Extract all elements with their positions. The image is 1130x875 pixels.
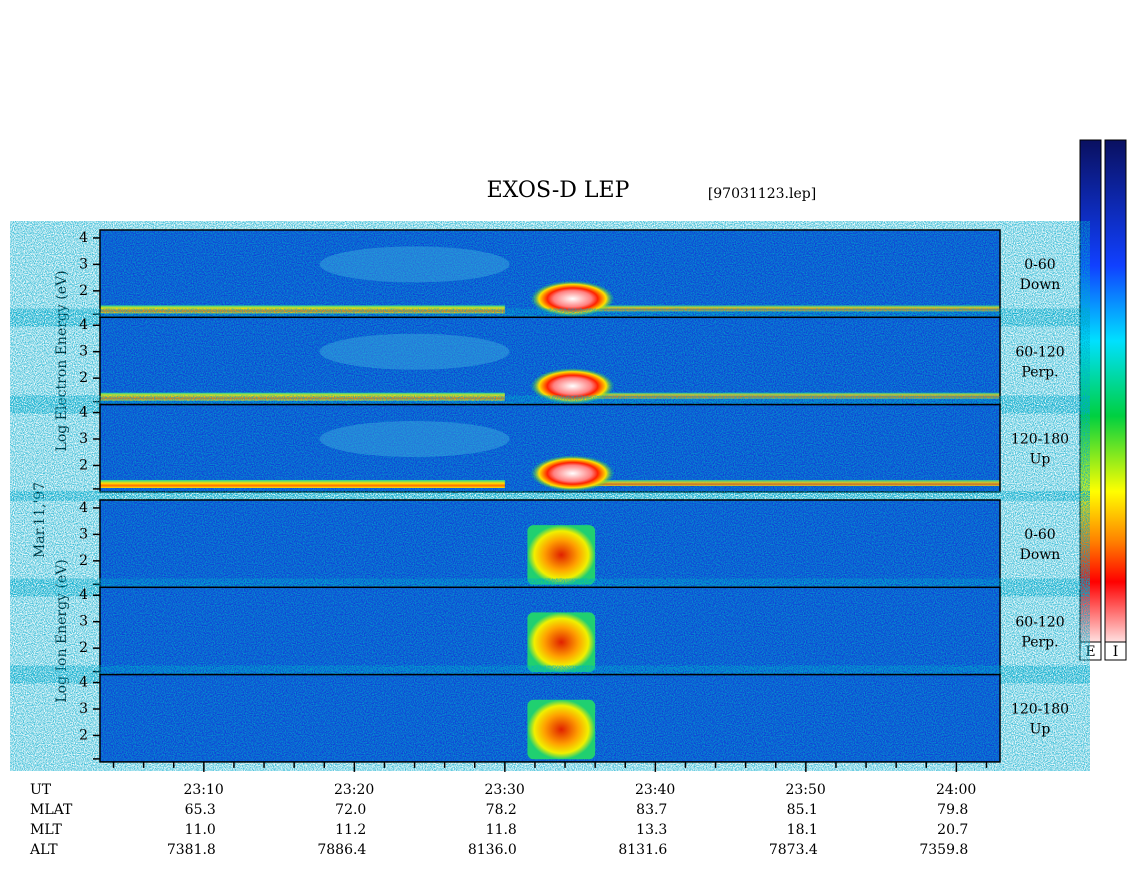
y-tick-label: 2: [79, 553, 88, 569]
x-tick-label: 23:40: [635, 782, 675, 798]
ephemeris-name: UT: [30, 782, 52, 798]
ephemeris-value: 13.3: [636, 822, 667, 838]
panel-label: 0-60: [1024, 257, 1055, 273]
ephemeris-value: 79.8: [937, 802, 968, 818]
spectrogram-feature: [319, 333, 510, 370]
y-tick-label: 3: [79, 256, 88, 272]
ephemeris-value: 83.7: [636, 802, 667, 818]
ephemeris-value: 7873.4: [769, 842, 818, 858]
x-tick-label: 23:20: [334, 782, 374, 798]
ephemeris-value: 20.7: [937, 822, 968, 838]
x-tick-label: 23:50: [785, 782, 825, 798]
ephemeris-value: 11.0: [185, 822, 216, 838]
y-tick-label: 2: [79, 640, 88, 656]
y-tick-label: 3: [79, 701, 88, 717]
x-tick-label: 23:30: [484, 782, 524, 798]
y-tick-label: 4: [79, 405, 88, 421]
chart-title: EXOS-D LEP: [487, 178, 630, 203]
colorbar: [1104, 139, 1127, 643]
ephemeris-value: 85.1: [787, 802, 818, 818]
spectrogram-feature: [527, 699, 596, 760]
spectrogram-feature: [319, 420, 510, 457]
spectrogram-feature: [530, 368, 615, 405]
ephemeris-value: 8131.6: [618, 842, 667, 858]
spectrogram-feature: [527, 525, 596, 585]
ephemeris-value: 7359.8: [919, 842, 968, 858]
panel-label: 0-60: [1024, 527, 1055, 543]
panel-frame: [99, 673, 1001, 763]
ephemeris-value: 78.2: [486, 802, 517, 818]
ephemeris-value: 7381.8: [167, 842, 216, 858]
spectrogram-feature: [100, 305, 505, 314]
ephemeris-name: MLT: [30, 822, 62, 838]
y-tick-label: 4: [79, 317, 88, 333]
y-tick-label: 2: [79, 283, 88, 299]
spectrogram-feature: [550, 305, 1000, 312]
ephemeris-value: 7886.4: [317, 842, 366, 858]
ephemeris-value: 11.2: [335, 822, 366, 838]
panel-label: Up: [1030, 722, 1051, 738]
panel-label: 60-120: [1015, 614, 1064, 630]
ephemeris-value: 8136.0: [468, 842, 517, 858]
panel-label: Down: [1020, 547, 1061, 563]
panel-label: Down: [1020, 277, 1061, 293]
y-tick-label: 2: [79, 727, 88, 743]
colorbar-label-box: [1104, 641, 1127, 661]
colorbar-label: I: [1113, 644, 1119, 660]
panel-label: 120-180: [1011, 702, 1069, 718]
panel-label: Perp.: [1021, 364, 1058, 380]
y-tick-label: 3: [79, 526, 88, 542]
x-tick-label: 23:10: [183, 782, 223, 798]
y-tick-label: 4: [79, 500, 88, 516]
y-tick-label: 4: [79, 675, 88, 691]
panel-label: 120-180: [1011, 432, 1069, 448]
y-axis-label: Log Ion Energy (eV): [54, 559, 70, 702]
panel-label: Perp.: [1021, 634, 1058, 650]
colorbar: [1079, 139, 1102, 643]
date-label: Mar.11,'97: [32, 482, 48, 558]
y-axis-label: Log Electron Energy (eV): [54, 270, 70, 451]
spectrogram-feature: [319, 246, 510, 283]
panel-label: 60-120: [1015, 344, 1064, 360]
ephemeris-value: 11.8: [486, 822, 517, 838]
ephemeris-value: 18.1: [787, 822, 818, 838]
spectrogram-feature: [100, 479, 505, 488]
x-tick-label: 24:00: [936, 782, 976, 798]
y-tick-label: 4: [79, 587, 88, 603]
spectrogram-feature: [527, 612, 596, 672]
spectrogram-feature: [530, 455, 615, 492]
y-tick-label: 3: [79, 431, 88, 447]
colorbar-label-box: [1079, 641, 1102, 661]
spectrogram-feature: [530, 280, 615, 317]
spectrogram-feature: [550, 479, 1000, 486]
panel-label: Up: [1030, 452, 1051, 468]
spectrogram-feature: [550, 392, 1000, 399]
ephemeris-name: MLAT: [30, 802, 73, 818]
ephemeris-name: ALT: [29, 842, 58, 858]
y-tick-label: 3: [79, 614, 88, 630]
ephemeris-value: 65.3: [185, 802, 216, 818]
ephemeris-value: 72.0: [335, 802, 366, 818]
colorbar-label: E: [1085, 644, 1095, 660]
file-name: [97031123.lep]: [708, 186, 816, 202]
y-tick-label: 4: [79, 230, 88, 246]
spectrogram-feature: [100, 392, 505, 401]
y-tick-label: 3: [79, 344, 88, 360]
y-tick-label: 2: [79, 370, 88, 386]
y-tick-label: 2: [79, 457, 88, 473]
panel-frame: [99, 403, 1001, 493]
